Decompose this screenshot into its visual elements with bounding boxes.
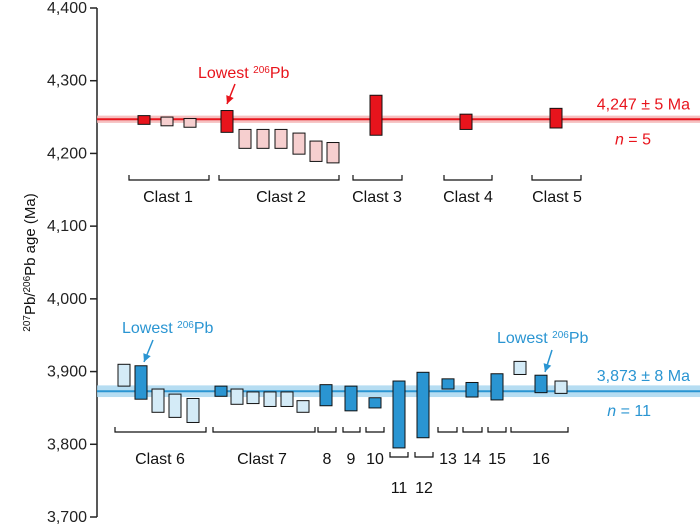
mean-age-label-blue: 3,873 ± 8 Ma [597,368,690,385]
age-bar [416,371,430,439]
age-bar [256,128,270,149]
age-bar [490,373,504,401]
annotation-arrowhead [543,363,552,372]
age-bar [549,107,563,129]
age-bar [465,381,479,398]
y-tick-label: 4,300 [47,73,87,90]
age-bar [344,385,358,412]
age-bar [459,113,473,130]
clast-label: Clast 4 [443,189,493,206]
clast-bracket [212,427,316,433]
age-bar [220,110,234,133]
n-label-blue: n = 11 [607,403,651,420]
clast-label: 10 [366,451,384,468]
annotation-arrowhead [226,95,234,104]
y-tick-label: 4,400 [47,0,87,17]
clast-bracket [414,452,434,458]
annotation-arrowhead [143,353,151,362]
age-bar [441,378,455,390]
y-tick-label: 4,100 [47,218,87,235]
clast-label: 8 [323,451,332,468]
y-tick-label: 4,200 [47,145,87,162]
age-bar [238,128,252,149]
age-bar [326,142,340,164]
y-tick-label: 3,700 [47,509,87,526]
y-tick-label: 3,800 [47,436,87,453]
clast-bracket [218,175,340,181]
mean-age-label-red: 4,247 ± 5 Ma [597,96,690,113]
age-bar [369,94,383,136]
lowest-pb-annotation: Lowest 206Pb [497,330,589,348]
clast-bracket [531,175,582,181]
age-bar [292,132,306,155]
age-bar [513,360,527,375]
age-bar [246,391,260,405]
clast-bracket [114,427,207,433]
age-bar [134,365,148,400]
clast-bracket [317,427,337,433]
clast-label: Clast 7 [237,451,287,468]
y-tick-label: 3,900 [47,364,87,381]
clast-bracket [487,427,507,433]
age-bar [230,388,244,405]
lowest-pb-annotation: Lowest 206Pb [122,320,214,338]
clast-label: 16 [532,451,550,468]
clast-bracket [365,427,385,433]
age-bar [137,115,151,125]
age-bar [296,400,310,413]
age-bar [368,397,382,409]
clast-label: 12 [415,480,433,497]
age-bar [534,374,548,394]
age-bar [151,388,165,413]
clast-bracket [510,427,569,433]
clast-bracket [389,452,409,458]
age-bar [319,384,333,407]
age-bar [263,391,277,407]
age-bar [186,397,200,423]
clast-label: 11 [391,480,408,497]
clast-label: 14 [463,451,481,468]
n-label-red: n = 5 [615,131,651,148]
clast-label: Clast 3 [352,189,402,206]
clast-bracket [342,427,361,433]
clast-label: Clast 2 [256,189,306,206]
clast-label: Clast 5 [532,189,582,206]
y-axis-title: 207Pb/206Pb age (Ma) [22,193,40,331]
clast-bracket [128,175,210,181]
clast-label: 9 [347,451,356,468]
y-tick-label: 4,000 [47,291,87,308]
clast-bracket [443,175,493,181]
clast-label: Clast 1 [143,189,193,206]
clast-bracket [352,175,403,181]
age-bar [183,118,197,128]
clast-bracket [462,427,483,433]
clast-bracket [437,427,458,433]
lowest-pb-annotation: Lowest 206Pb [198,65,290,83]
clast-label: Clast 6 [135,451,185,468]
clast-label: 13 [439,451,457,468]
age-bar [554,380,568,394]
clast-label: 15 [488,451,506,468]
age-bar [392,380,406,449]
age-bar [309,140,323,162]
age-bar [168,393,182,418]
age-bar [117,363,131,387]
age-bar [160,116,174,127]
age-bar [280,391,294,407]
age-bar [274,128,288,149]
age-bar [214,385,228,397]
